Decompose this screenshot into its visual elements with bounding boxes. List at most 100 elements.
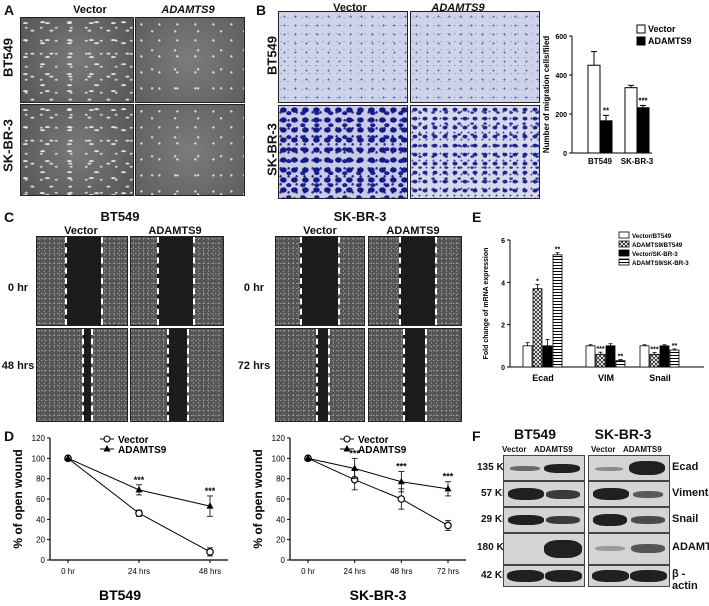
micrograph-b-bt549-vector: [278, 11, 408, 103]
panel-e-label: E: [472, 209, 482, 225]
y-tick-label: 200: [555, 112, 567, 119]
micrograph-a-skbr3-adamts9: [135, 104, 245, 196]
legend-swatch-adamts9: [636, 36, 646, 46]
micrograph-a-bt549-adamts9: [135, 17, 245, 103]
blot-bt549-actin: [503, 565, 585, 587]
y-tick-label: 6: [501, 238, 505, 245]
y-tick-label: 0: [563, 151, 567, 158]
significance-mark: **: [603, 106, 610, 115]
significance-mark: ***: [134, 475, 145, 485]
wound-bt549-adamts9-0hr: [130, 236, 224, 326]
y-tick-label: 400: [555, 73, 567, 80]
panel-f-label: F: [472, 428, 481, 444]
y-tick-label: 20: [276, 536, 285, 545]
y-tick-label: 120: [272, 434, 286, 443]
x-tick-label: 48 hrs: [390, 567, 412, 576]
y-tick-label: 0: [41, 556, 46, 565]
panel-f-header-vector-right: Vector: [591, 445, 616, 454]
bar-ecad-0: [522, 345, 533, 368]
legend-marker-vector: [103, 435, 111, 443]
blot-bt549-adamts9: [503, 533, 585, 565]
panel-c-header-vector-left: Vector: [64, 225, 98, 237]
panel-a-label: A: [4, 2, 15, 18]
series-line-vector: [307, 457, 449, 526]
point-vector-3: [444, 521, 452, 530]
y-tick-label: 2: [501, 323, 505, 330]
legend-swatch-1: [618, 240, 630, 248]
kd-label-57: 57 KD: [481, 488, 510, 499]
panel-c-title-skbr3: SK-BR-3: [333, 209, 387, 224]
significance-mark: **: [555, 247, 561, 254]
protein-label-snail: Snail: [672, 513, 699, 525]
blot-skbr3-actin: [588, 565, 670, 587]
y-tick-label: 0: [501, 365, 505, 372]
wound-skbr3-vector-72hrs: [275, 328, 365, 422]
significance-mark: *: [536, 278, 539, 285]
x-tick-label: 0 hr: [61, 567, 75, 576]
panel-f-header-adamts9-left: ADAMTS9: [534, 445, 573, 454]
y-tick-label: 60: [276, 495, 285, 504]
point-adamts9-3: [444, 484, 452, 492]
panel-f-title-skbr3: SK-BR-3: [594, 426, 652, 442]
legend-marker-adamts9: [343, 445, 351, 452]
x-tick-label: Snail: [649, 373, 671, 383]
bar-ecad-1: [532, 288, 543, 368]
legend-label-1: ADAMTS9/BT549: [632, 242, 683, 249]
bar-vim-2: [605, 345, 616, 368]
y-axis-label: Number of migration cells/filed: [542, 36, 551, 153]
micrograph-a-bt549-vector: [20, 17, 134, 103]
panel-a-row-bt549: BT549: [0, 37, 16, 78]
point-adamts9-2: [397, 477, 405, 485]
panel-b-label: B: [256, 2, 267, 18]
protein-label-adamts9: ADAMTS9: [672, 541, 709, 553]
kd-label-42: 42 KD: [481, 570, 510, 581]
legend-label-3: ADAMTS9/SK-BR-3: [632, 260, 689, 267]
legend-marker-vector: [343, 435, 351, 443]
wound-bt549-vector-48hrs: [36, 328, 128, 422]
point-vector-1: [135, 509, 143, 518]
x-tick-label: 24 hrs: [344, 567, 366, 576]
y-tick-label: 0: [281, 556, 286, 565]
significance-mark: ***: [638, 96, 648, 105]
bar-vim-3: [615, 360, 626, 368]
bar-vim-0: [585, 345, 596, 368]
legend-label-0: Vector/BT549: [632, 233, 672, 240]
bar-snail-0: [639, 345, 650, 368]
bar-ecad-2: [542, 345, 553, 368]
bar-snail-3: [669, 349, 680, 368]
panel-d-left-line-chart: 0 20 40 60 80 100 120 % of open wound 0 hr 24 hrs…: [11, 434, 228, 603]
blot-bt549-snail: [503, 507, 585, 533]
kd-label-135: 135 KD: [477, 462, 511, 473]
micrograph-b-skbr3-adamts9: [410, 105, 540, 199]
x-tick-label: 48 hrs: [199, 567, 221, 576]
significance-mark: **: [672, 343, 678, 350]
panel-c-row-0hr-right: 0 hr: [243, 282, 265, 294]
micrograph-a-skbr3-vector: [20, 104, 134, 196]
legend-label-vector: Vector: [118, 435, 149, 446]
point-adamts9-1: [351, 464, 359, 471]
legend-label-2: Vector/SK-BR-3: [632, 251, 678, 258]
micrograph-b-skbr3-vector: [278, 105, 408, 199]
panel-f-title-bt549: BT549: [513, 426, 557, 442]
panel-c-header-adamts9-left: ADAMTS9: [148, 225, 202, 237]
significance-mark: ***: [596, 346, 604, 353]
blot-bt549-ecad: [503, 455, 585, 481]
x-tick-label: 72 hrs: [437, 567, 459, 576]
x-tick-label: 0 hr: [301, 567, 315, 576]
legend-label-vector: Vector: [358, 435, 389, 446]
y-tick-label: 100: [32, 454, 46, 463]
chart-title: BT549: [99, 587, 141, 603]
significance-mark: ***: [349, 448, 360, 458]
bar-vim-1: [595, 353, 606, 368]
y-tick-label: 4: [501, 280, 505, 287]
legend-swatch-2: [618, 249, 630, 257]
blot-bt549-vimentin: [503, 481, 585, 507]
bar-adamts9-bt549: [599, 120, 613, 154]
y-tick-label: 600: [555, 34, 567, 41]
panel-c-row-72hrs: 72 hrs: [237, 360, 271, 372]
point-adamts9-2: [206, 502, 214, 509]
panel-a-header-vector: Vector: [73, 4, 107, 16]
legend-label-vector: Vector: [648, 24, 676, 34]
x-tick-label: 24 hrs: [128, 567, 150, 576]
